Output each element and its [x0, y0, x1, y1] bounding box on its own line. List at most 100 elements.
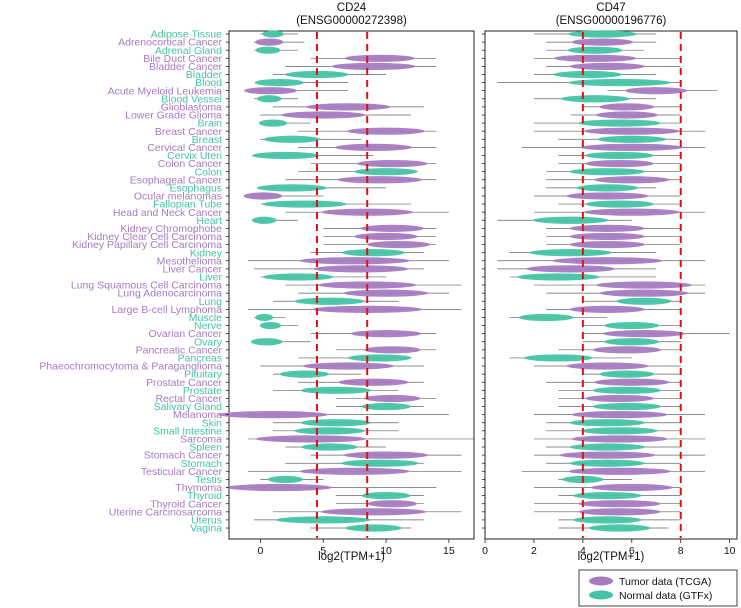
- violin-tumor: [364, 346, 421, 354]
- violin-normal: [256, 95, 282, 103]
- violin-normal: [529, 249, 612, 257]
- category-label: Vagina: [190, 523, 222, 535]
- violin-tumor: [366, 240, 431, 249]
- violin-normal: [262, 200, 347, 208]
- x-tick-label-cd24: 0: [257, 545, 263, 557]
- category-label: Adrenocortical Cancer: [118, 37, 222, 49]
- category-label: Fallopian Tube: [153, 199, 222, 211]
- violin-tumor: [313, 265, 409, 273]
- category-label: Ocular melanomas: [134, 191, 222, 203]
- category-label: Breast: [192, 134, 222, 146]
- violin-normal: [275, 516, 371, 524]
- category-label: Acute Myeloid Leukemia: [108, 85, 223, 97]
- violin-tumor: [255, 38, 284, 46]
- category-label: Large B-cell Lymphoma: [112, 304, 223, 316]
- violin-normal: [518, 313, 574, 322]
- violin-tumor: [357, 159, 428, 168]
- violin-tumor: [625, 87, 688, 95]
- category-label: Melanoma: [173, 409, 222, 421]
- category-label: Esophageal Cancer: [130, 174, 223, 186]
- violin-tumor: [367, 500, 417, 508]
- violin-normal: [252, 151, 319, 160]
- category-label: Breast Cancer: [155, 126, 223, 138]
- violin-normal: [294, 297, 365, 305]
- violin-normal: [569, 168, 646, 176]
- violin-tumor: [226, 483, 333, 492]
- violin-tumor: [553, 54, 637, 62]
- violin-tumor: [302, 362, 395, 370]
- category-label: Uterine Carcinosarcoma: [109, 506, 222, 518]
- violin-normal: [301, 443, 358, 451]
- violin-tumor: [578, 508, 661, 516]
- violin-tumor: [526, 265, 616, 273]
- category-label: Sarcoma: [180, 434, 222, 446]
- violin-tumor: [343, 451, 429, 459]
- category-label: Bladder: [186, 69, 223, 81]
- x-tick-label-cd47: 2: [531, 545, 537, 557]
- category-label: Bladder Cancer: [149, 61, 222, 73]
- violin-normal: [568, 78, 671, 87]
- category-label: Pancreatic Cancer: [136, 344, 223, 356]
- violin-normal: [341, 459, 419, 467]
- violin-normal: [573, 516, 642, 524]
- violin-normal: [254, 78, 304, 87]
- violin-tumor: [320, 508, 427, 516]
- category-label: Kidney Chromophobe: [120, 223, 222, 235]
- violin-normal: [256, 184, 328, 192]
- violin-normal: [592, 402, 662, 411]
- x-tick-label-cd47: 8: [678, 545, 684, 557]
- violin-normal: [599, 370, 655, 378]
- violin-tumor: [217, 411, 328, 419]
- violin-normal: [361, 492, 411, 500]
- violin-normal: [597, 135, 667, 143]
- violin-tumor: [594, 176, 670, 184]
- violin-tumor: [596, 281, 692, 289]
- violin-normal: [262, 30, 284, 38]
- violin-tumor: [331, 62, 416, 70]
- violin-tumor: [350, 330, 422, 338]
- panel-cd24: CD24 (ENSG00000272398) log2(TPM+1) 0 5 10 1…: [217, 2, 475, 563]
- violin-normal: [616, 297, 672, 305]
- violin-normal: [569, 443, 646, 451]
- violin-tumor: [583, 208, 680, 216]
- violin-tumor: [337, 176, 422, 184]
- violin-tumor: [578, 500, 661, 508]
- violin-normal: [294, 427, 365, 435]
- x-tick-label-cd24: 10: [380, 545, 392, 557]
- violin-normal: [279, 370, 330, 378]
- violin-normal: [300, 419, 371, 427]
- category-label: Testicular Cancer: [141, 466, 223, 478]
- violin-tumor: [569, 305, 646, 313]
- x-tick-label-cd47: 4: [580, 545, 586, 557]
- violin-tumor: [281, 111, 366, 119]
- violin-tumor: [347, 127, 425, 135]
- violin-tumor: [583, 127, 680, 135]
- legend-label-normal: Normal data (GTFx): [619, 590, 712, 602]
- violin-normal: [251, 216, 277, 224]
- violin-tumor: [364, 394, 421, 403]
- violin-tumor: [306, 103, 391, 111]
- marks-cd47: 0 2 4 6 8 10: [482, 30, 736, 557]
- violin-normal: [588, 524, 651, 532]
- violin-tumor: [244, 87, 297, 95]
- legend: Tumor data (TCGA) Normal data (GTFx): [578, 569, 738, 607]
- violin-tumor: [360, 224, 424, 232]
- violin-tumor: [568, 467, 671, 475]
- panel-subtitle-cd47: (ENSG00000196776): [556, 15, 667, 27]
- category-label: Skin: [202, 417, 223, 429]
- violin-tumor: [338, 378, 409, 386]
- violin-normal: [585, 200, 654, 208]
- violin-tumor: [255, 435, 366, 443]
- violin-normal: [255, 46, 281, 54]
- category-label: Blood Vessel: [161, 93, 222, 105]
- category-label: Kidney Clear Cell Carcinoma: [87, 231, 222, 243]
- violin-tumor: [594, 378, 670, 386]
- violin-tumor: [590, 483, 673, 492]
- violin-normal: [532, 216, 609, 224]
- violin-normal: [604, 338, 660, 346]
- category-label: Thyroid Cancer: [150, 498, 222, 510]
- category-label: Brain: [197, 118, 222, 130]
- violin-normal: [348, 354, 412, 362]
- category-label: Glioblastoma: [161, 101, 222, 113]
